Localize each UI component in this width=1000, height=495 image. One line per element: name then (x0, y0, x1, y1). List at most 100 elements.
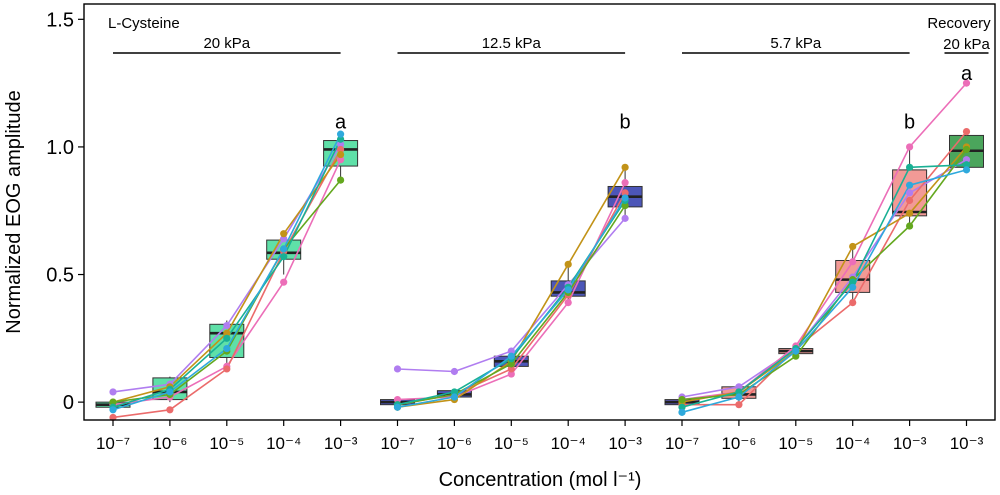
data-point (109, 398, 117, 406)
data-point (280, 253, 288, 261)
data-point (906, 181, 914, 189)
x-tick-label: 10⁻³ (324, 434, 358, 453)
x-tick-label: 10⁻⁶ (152, 434, 187, 453)
data-point (109, 406, 117, 414)
data-point (962, 145, 971, 154)
data-point (223, 321, 231, 330)
data-point (849, 242, 857, 251)
data-point (735, 383, 743, 391)
data-point (621, 194, 629, 202)
x-tick-label: 10⁻³ (893, 434, 927, 453)
data-point (906, 196, 914, 205)
data-point (735, 393, 743, 401)
data-point (849, 258, 857, 266)
x-tick-label: 10⁻⁷ (665, 434, 699, 453)
group-label: 20 kPa (203, 35, 250, 52)
data-point (109, 388, 117, 396)
significance-label: b (620, 111, 631, 133)
data-point (337, 140, 345, 148)
x-tick-label: 10⁻⁴ (266, 434, 301, 453)
data-point (507, 352, 515, 360)
data-point (280, 278, 288, 286)
data-point (962, 79, 971, 87)
group-label: 12.5 kPa (482, 35, 542, 52)
group-label: 5.7 kPa (770, 35, 822, 52)
compound-label: L-Cysteine (108, 15, 180, 32)
data-point (109, 413, 117, 422)
data-point (280, 230, 288, 238)
y-tick-label: 1.5 (46, 9, 74, 31)
data-point (906, 163, 914, 171)
y-tick-label: 0 (63, 392, 74, 414)
data-point (337, 145, 345, 154)
data-point (962, 128, 971, 136)
y-tick-label: 1.0 (46, 137, 74, 159)
data-point (166, 388, 174, 396)
data-point (678, 403, 686, 411)
data-point (393, 365, 402, 373)
data-point (849, 299, 857, 307)
data-point (906, 209, 914, 217)
data-point (906, 222, 914, 230)
data-point (337, 150, 345, 159)
data-point (337, 176, 345, 184)
data-point (166, 406, 174, 414)
data-point (223, 334, 231, 342)
recovery-label: Recovery (927, 15, 991, 32)
x-tick-label: 10⁻³ (950, 434, 984, 453)
data-point (621, 214, 629, 222)
significance-label: b (904, 111, 915, 133)
x-axis-title: Concentration (mol l⁻¹) (439, 469, 642, 491)
data-point (906, 189, 914, 197)
data-point (735, 401, 743, 409)
data-point (507, 370, 515, 378)
data-point (507, 365, 515, 373)
data-point (450, 388, 458, 396)
data-point (223, 344, 231, 353)
significance-label: a (961, 63, 973, 85)
data-point (280, 245, 288, 253)
x-tick-label: 10⁻⁴ (835, 434, 870, 453)
x-tick-label: 10⁻⁵ (209, 434, 244, 453)
data-point (564, 260, 572, 268)
data-point (678, 408, 686, 416)
data-point (337, 135, 345, 143)
data-point (280, 235, 288, 243)
data-point (507, 347, 515, 355)
data-point (393, 403, 402, 411)
data-point (564, 299, 572, 307)
data-point (450, 367, 458, 376)
y-tick-label: 0.5 (46, 265, 74, 287)
x-tick-label: 10⁻³ (608, 434, 642, 453)
data-point (962, 156, 971, 164)
data-point (792, 347, 800, 355)
data-point (962, 166, 971, 174)
data-point (621, 163, 629, 171)
x-tick-label: 10⁻⁷ (380, 434, 414, 453)
data-point (735, 388, 743, 396)
data-point (906, 143, 914, 151)
significance-label: a (335, 111, 347, 133)
data-point (621, 179, 629, 187)
x-tick-label: 10⁻⁶ (437, 434, 472, 453)
data-point (337, 156, 345, 164)
x-tick-label: 10⁻⁵ (494, 434, 529, 453)
x-tick-label: 10⁻⁷ (96, 434, 130, 453)
data-point (621, 202, 629, 210)
data-point (962, 161, 971, 169)
data-point (450, 393, 458, 401)
x-tick-label: 10⁻⁵ (778, 434, 813, 453)
data-point (507, 360, 515, 368)
data-point (678, 395, 686, 404)
x-tick-label: 10⁻⁶ (721, 434, 756, 453)
data-point (564, 286, 572, 294)
data-point (621, 189, 629, 197)
x-tick-label: 10⁻⁴ (551, 434, 586, 453)
data-point (849, 283, 857, 291)
data-point (337, 130, 345, 138)
data-point (849, 278, 857, 286)
y-axis-title: Normalized EOG amplitude (3, 90, 25, 333)
data-point (792, 352, 800, 360)
data-point (223, 329, 231, 337)
